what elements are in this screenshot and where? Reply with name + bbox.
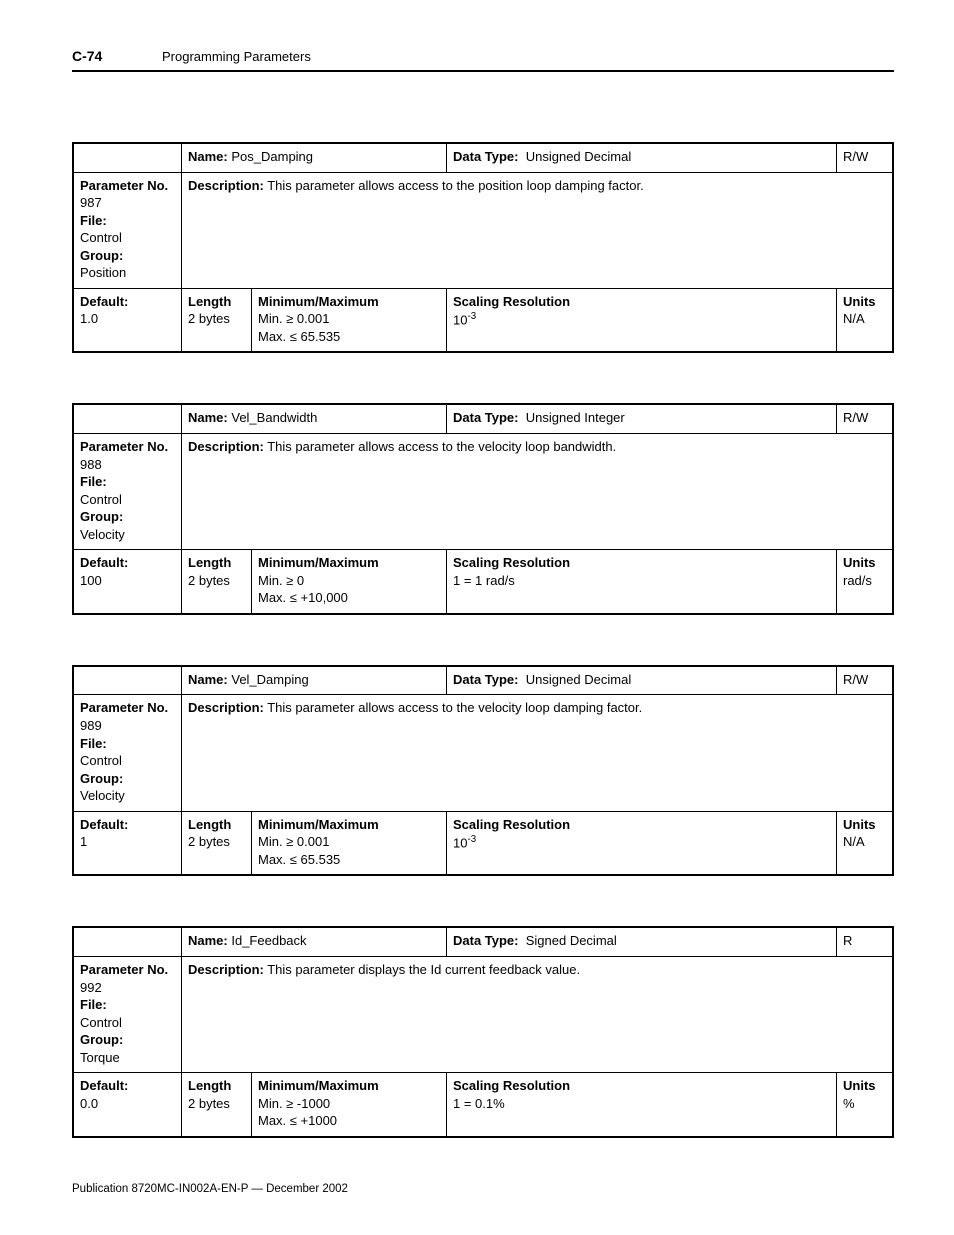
units-cell: Unitsrad/s bbox=[837, 550, 892, 613]
parameter-table: Name: Pos_DampingData Type: Unsigned Dec… bbox=[72, 142, 894, 353]
default-cell: Default:100 bbox=[74, 550, 182, 613]
units-cell: UnitsN/A bbox=[837, 289, 892, 352]
length-cell: Length2 bytes bbox=[182, 550, 252, 613]
publication-footer: Publication 8720MC-IN002A-EN-P — Decembe… bbox=[72, 1183, 348, 1195]
parameter-table: Name: Vel_DampingData Type: Unsigned Dec… bbox=[72, 665, 894, 876]
length-cell: Length2 bytes bbox=[182, 812, 252, 875]
default-cell: Default:0.0 bbox=[74, 1073, 182, 1136]
blank-cell bbox=[74, 405, 182, 433]
description-cell: Description: This parameter allows acces… bbox=[182, 434, 892, 549]
scaling-cell: Scaling Resolution10-3 bbox=[447, 812, 837, 875]
param-meta-cell: Parameter No.987File:ControlGroup:Positi… bbox=[74, 173, 182, 288]
blank-cell bbox=[74, 928, 182, 956]
description-cell: Description: This parameter displays the… bbox=[182, 957, 892, 1072]
description-cell: Description: This parameter allows acces… bbox=[182, 695, 892, 810]
length-cell: Length2 bytes bbox=[182, 1073, 252, 1136]
minmax-cell: Minimum/MaximumMin. ≥ 0.001Max. ≤ 65.535 bbox=[252, 289, 447, 352]
length-cell: Length2 bytes bbox=[182, 289, 252, 352]
datatype-cell: Data Type: Unsigned Decimal bbox=[447, 667, 837, 695]
default-cell: Default:1 bbox=[74, 812, 182, 875]
rw-cell: R/W bbox=[837, 667, 892, 695]
name-cell: Name: Pos_Damping bbox=[182, 144, 447, 172]
parameter-table: Name: Id_FeedbackData Type: Signed Decim… bbox=[72, 926, 894, 1137]
scaling-cell: Scaling Resolution1 = 0.1% bbox=[447, 1073, 837, 1136]
name-cell: Name: Id_Feedback bbox=[182, 928, 447, 956]
param-meta-cell: Parameter No.992File:ControlGroup:Torque bbox=[74, 957, 182, 1072]
units-cell: UnitsN/A bbox=[837, 812, 892, 875]
datatype-cell: Data Type: Signed Decimal bbox=[447, 928, 837, 956]
minmax-cell: Minimum/MaximumMin. ≥ 0Max. ≤ +10,000 bbox=[252, 550, 447, 613]
minmax-cell: Minimum/MaximumMin. ≥ -1000Max. ≤ +1000 bbox=[252, 1073, 447, 1136]
name-cell: Name: Vel_Bandwidth bbox=[182, 405, 447, 433]
param-meta-cell: Parameter No.988File:ControlGroup:Veloci… bbox=[74, 434, 182, 549]
page-header: C-74 Programming Parameters bbox=[72, 48, 894, 72]
scaling-cell: Scaling Resolution10-3 bbox=[447, 289, 837, 352]
rw-cell: R/W bbox=[837, 405, 892, 433]
rw-cell: R bbox=[837, 928, 892, 956]
rw-cell: R/W bbox=[837, 144, 892, 172]
description-cell: Description: This parameter allows acces… bbox=[182, 173, 892, 288]
units-cell: Units% bbox=[837, 1073, 892, 1136]
datatype-cell: Data Type: Unsigned Decimal bbox=[447, 144, 837, 172]
page-number: C-74 bbox=[72, 48, 162, 64]
default-cell: Default:1.0 bbox=[74, 289, 182, 352]
datatype-cell: Data Type: Unsigned Integer bbox=[447, 405, 837, 433]
blank-cell bbox=[74, 144, 182, 172]
blank-cell bbox=[74, 667, 182, 695]
name-cell: Name: Vel_Damping bbox=[182, 667, 447, 695]
parameter-table: Name: Vel_BandwidthData Type: Unsigned I… bbox=[72, 403, 894, 614]
scaling-cell: Scaling Resolution1 = 1 rad/s bbox=[447, 550, 837, 613]
param-meta-cell: Parameter No.989File:ControlGroup:Veloci… bbox=[74, 695, 182, 810]
minmax-cell: Minimum/MaximumMin. ≥ 0.001Max. ≤ 65.535 bbox=[252, 812, 447, 875]
page-title: Programming Parameters bbox=[162, 49, 311, 64]
